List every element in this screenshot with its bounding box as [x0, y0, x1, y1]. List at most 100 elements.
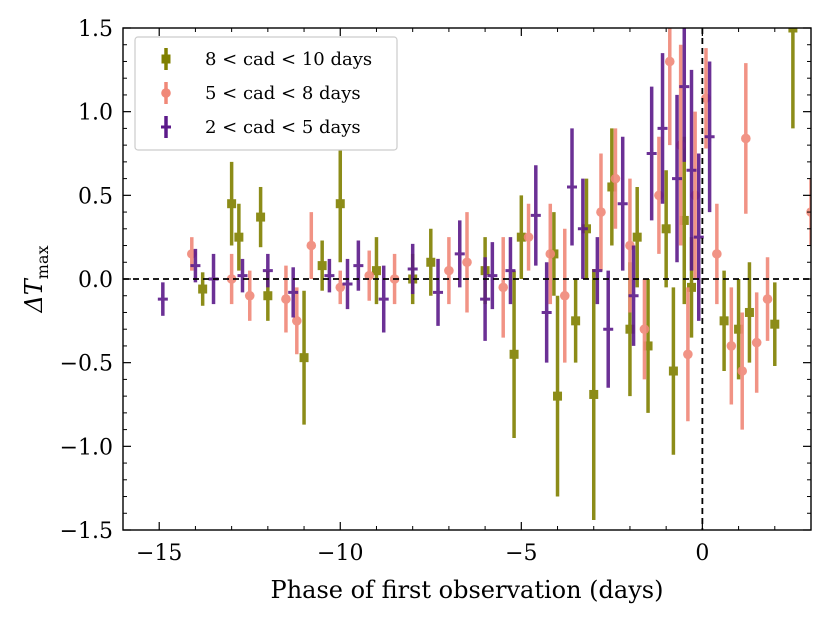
square-marker	[317, 261, 327, 271]
plus-marker	[628, 290, 639, 301]
data-point	[335, 145, 345, 263]
data-point	[426, 228, 436, 296]
data-point	[643, 279, 653, 413]
data-point	[664, 28, 675, 146]
data-point	[719, 270, 729, 372]
legend-label: 5 < cad < 8 days	[205, 83, 361, 104]
data-point	[244, 270, 255, 321]
plus-marker	[378, 294, 389, 305]
data-point	[324, 258, 335, 293]
data-point	[498, 237, 509, 338]
data-point	[226, 253, 237, 305]
square-marker	[643, 341, 653, 351]
y-tick-label: 1.5	[78, 17, 113, 42]
data-point	[364, 250, 375, 301]
circle-marker	[281, 294, 291, 304]
square-marker	[426, 257, 436, 267]
data-point	[734, 279, 744, 380]
data-point	[577, 178, 588, 279]
plus-marker	[679, 81, 690, 92]
data-point	[559, 228, 570, 363]
plus-marker	[342, 279, 353, 290]
data-point	[686, 69, 697, 271]
y-axis-label-main: ΔT	[20, 277, 48, 313]
circle-marker	[639, 324, 650, 335]
data-point	[741, 63, 751, 214]
square-marker	[632, 232, 642, 242]
data-point	[509, 270, 519, 438]
circle-marker	[610, 173, 621, 184]
data-point	[788, 28, 798, 129]
data-point	[571, 279, 581, 363]
legend-box	[134, 36, 398, 151]
data-point	[683, 287, 693, 422]
data-point	[657, 53, 668, 204]
square-marker	[571, 316, 581, 326]
data-point	[157, 282, 168, 316]
plus-marker	[454, 248, 465, 259]
plus-marker	[190, 260, 201, 271]
legend-label: 8 < cad < 10 days	[205, 49, 372, 70]
data-point	[299, 290, 309, 425]
data-point	[288, 267, 299, 318]
circle-marker	[741, 133, 751, 144]
data-point	[596, 153, 606, 271]
square-marker	[227, 199, 237, 209]
plus-marker	[480, 294, 491, 305]
square-marker	[734, 324, 744, 334]
x-tick-label: 0	[695, 541, 709, 566]
plus-marker	[157, 294, 168, 305]
data-point	[480, 257, 491, 341]
data-point	[679, 28, 690, 162]
square-marker	[299, 353, 309, 363]
plus-marker	[577, 223, 588, 234]
circle-marker	[523, 232, 534, 242]
circle-marker	[244, 290, 255, 301]
data-point	[603, 270, 614, 388]
plus-marker	[672, 173, 683, 184]
plus-marker	[686, 165, 697, 176]
square-marker	[679, 215, 689, 225]
square-marker	[256, 212, 266, 222]
data-point	[632, 186, 642, 288]
x-tick-label: −15	[136, 541, 182, 566]
plus-marker	[592, 265, 603, 276]
data-point	[693, 153, 704, 321]
circle-marker	[726, 341, 737, 351]
data-point	[353, 240, 364, 291]
legend-entry: 2 < cad < 5 days	[161, 116, 361, 138]
data-point	[704, 61, 715, 213]
data-point	[234, 203, 244, 271]
data-point	[505, 237, 516, 305]
data-point	[407, 243, 418, 295]
legend-label: 2 < cad < 5 days	[205, 117, 361, 138]
data-point	[726, 287, 737, 405]
data-point	[281, 265, 291, 333]
plus-marker	[646, 148, 657, 159]
square-marker	[668, 366, 678, 376]
plus-marker	[541, 307, 552, 318]
data-point	[610, 128, 621, 229]
plus-marker	[433, 287, 444, 298]
legend-circle-marker	[161, 88, 171, 98]
data-point	[342, 258, 353, 310]
data-point	[545, 203, 556, 305]
data-point	[523, 203, 534, 271]
y-axis-label-subscript: max	[33, 245, 52, 279]
plus-marker	[603, 324, 614, 335]
plus-marker	[693, 232, 704, 243]
data-point	[237, 258, 248, 293]
circle-marker	[364, 270, 375, 281]
plus-marker	[288, 287, 299, 298]
square-marker	[371, 266, 381, 276]
data-point	[737, 312, 747, 430]
circle-marker	[712, 249, 722, 259]
x-tick-label: −10	[317, 541, 363, 566]
square-marker	[335, 199, 345, 209]
circle-marker	[226, 274, 237, 284]
y-tick-label: −1.0	[60, 435, 113, 460]
data-point	[198, 272, 208, 306]
square-marker	[607, 182, 617, 192]
plus-marker	[530, 210, 541, 221]
square-marker	[263, 291, 273, 301]
